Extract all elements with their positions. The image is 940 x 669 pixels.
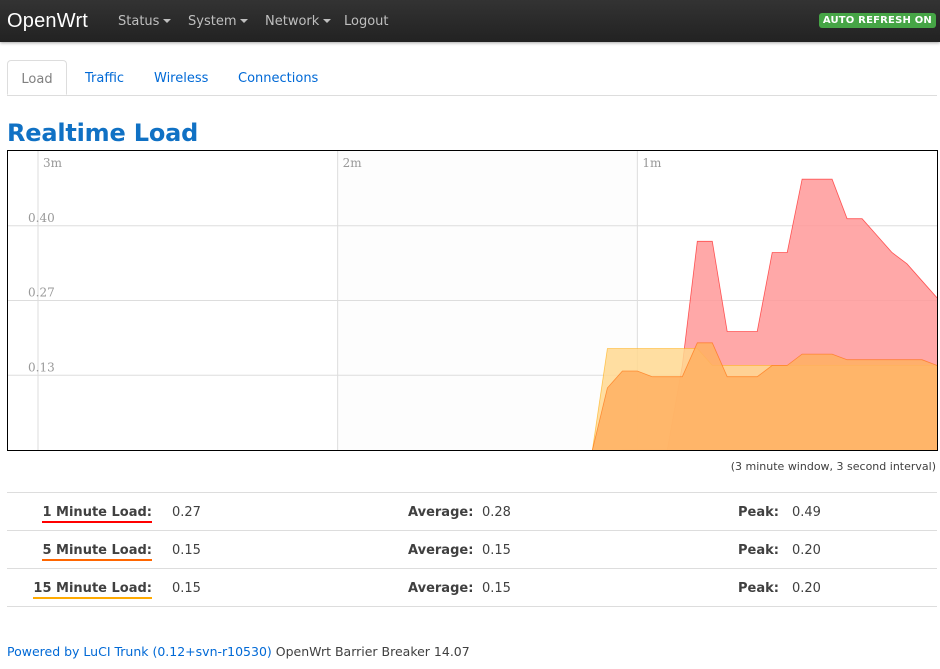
tab-load[interactable]: Load [7, 60, 67, 95]
tab-bar: Load Traffic Wireless Connections [7, 60, 937, 96]
stat-current-value: 0.15 [172, 543, 201, 558]
load-chart-svg: 3m 2m 1m 0.40 0.27 0.13 [8, 151, 937, 450]
chevron-down-icon [323, 18, 332, 23]
auto-refresh-badge[interactable]: AUTO REFRESH ON [818, 13, 936, 28]
stat-peak-label: Peak: [738, 581, 779, 596]
series-line-1 [592, 342, 937, 450]
y-tick-label: 0.13 [28, 360, 55, 374]
tab-traffic[interactable]: Traffic [85, 71, 125, 86]
stat-average-value: 0.28 [482, 505, 511, 520]
stats-row-5min: 5 Minute Load: 0.15 Average: 0.15 Peak: … [7, 531, 937, 569]
firmware-version-text: OpenWrt Barrier Breaker 14.07 [271, 644, 470, 659]
luci-version-link[interactable]: Powered by LuCI Trunk (0.12+svn-r10530) [7, 644, 272, 659]
stat-current-value: 0.15 [172, 581, 201, 596]
stat-average-value: 0.15 [482, 543, 511, 558]
tab-wireless[interactable]: Wireless [154, 71, 209, 86]
stat-peak-value: 0.20 [792, 581, 821, 596]
chevron-down-icon [163, 18, 172, 23]
stat-peak-value: 0.49 [792, 505, 821, 520]
tab-connections[interactable]: Connections [238, 71, 319, 86]
x-tick-label: 2m [343, 156, 363, 170]
interval-note: (3 minute window, 3 second interval) [730, 460, 936, 473]
stats-row-1min: 1 Minute Load: 0.27 Average: 0.28 Peak: … [7, 493, 937, 531]
y-tick-label: 0.27 [28, 286, 55, 300]
stat-peak-label: Peak: [738, 505, 779, 520]
menu-network-label: Network [265, 14, 320, 29]
stat-current-value: 0.27 [172, 505, 201, 520]
menu-network[interactable]: Network [265, 14, 332, 29]
stat-average-label: Average: [408, 505, 474, 520]
x-tick-label: 3m [43, 156, 63, 170]
realtime-load-chart: 3m 2m 1m 0.40 0.27 0.13 [7, 150, 938, 451]
x-tick-label: 1m [642, 156, 662, 170]
menu-logout-label: Logout [344, 14, 389, 29]
brand-logo[interactable]: OpenWrt [7, 10, 89, 32]
stat-label: 1 Minute Load: [42, 506, 152, 523]
top-navbar: OpenWrt Status System Network Logout AUT… [0, 0, 940, 42]
menu-status-label: Status [118, 14, 160, 29]
y-tick-label: 0.40 [28, 211, 55, 225]
stat-label: 5 Minute Load: [42, 544, 152, 561]
menu-status[interactable]: Status [118, 14, 172, 29]
stat-average-label: Average: [408, 581, 474, 596]
stat-average-label: Average: [408, 543, 474, 558]
series-area-1 [592, 342, 937, 450]
footer: Powered by LuCI Trunk (0.12+svn-r10530) … [7, 644, 470, 659]
stats-row-15min: 15 Minute Load: 0.15 Average: 0.15 Peak:… [7, 569, 937, 607]
stat-average-value: 0.15 [482, 581, 511, 596]
page-title: Realtime Load [7, 119, 199, 147]
stat-peak-label: Peak: [738, 543, 779, 558]
load-stats-table: 1 Minute Load: 0.27 Average: 0.28 Peak: … [7, 492, 937, 607]
menu-system-label: System [188, 14, 237, 29]
chevron-down-icon [240, 18, 249, 23]
stat-label: 15 Minute Load: [33, 582, 152, 599]
stat-peak-value: 0.20 [792, 543, 821, 558]
menu-logout[interactable]: Logout [344, 14, 389, 29]
menu-system[interactable]: System [188, 14, 249, 29]
